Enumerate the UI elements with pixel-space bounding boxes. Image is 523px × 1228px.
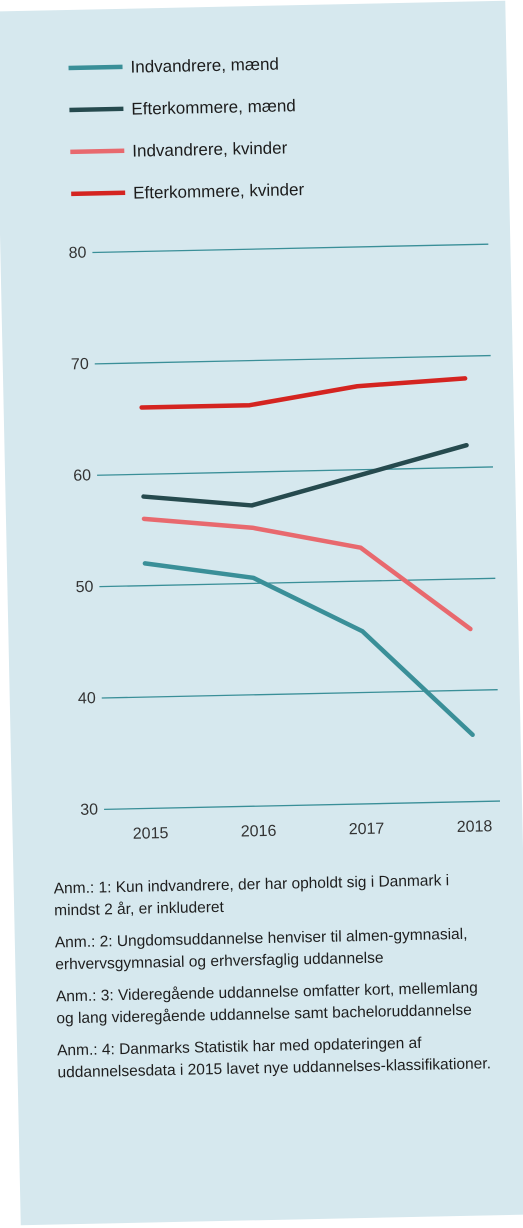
y-tick-label: 40 (78, 690, 96, 707)
y-axis-ticks: 30 40 50 60 70 80 (68, 245, 98, 819)
legend-swatch (71, 190, 126, 197)
y-tick-label: 60 (73, 467, 91, 484)
y-tick-label: 30 (80, 801, 98, 818)
legend-swatch (69, 106, 124, 113)
legend-swatch (70, 148, 125, 155)
x-tick-label: 2017 (349, 821, 385, 839)
note-4: Anm.: 4: Danmarks Statistik har med opda… (56, 1034, 492, 1082)
gridline-70 (94, 354, 491, 365)
line-chart: 30 40 50 60 70 80 2015 2016 2017 2018 Indvandrer… (68, 55, 501, 843)
note-3: Anm.: 3: Videregående uddannelse omfatte… (55, 979, 478, 1028)
y-tick-label: 70 (71, 356, 89, 373)
x-tick-label: 2015 (133, 825, 169, 843)
y-tick-label: 80 (68, 245, 86, 262)
gridlines (92, 243, 501, 811)
note-2: Anm.: 2: Ungdomsuddannelse henviser til … (54, 925, 468, 974)
series-lines (139, 376, 475, 738)
x-tick-label: 2018 (457, 818, 493, 836)
gridline-50 (99, 577, 496, 588)
legend: Indvandrere, mænd Efterkommere, mænd Indva… (68, 55, 305, 203)
notes: Anm.: 1: Kun indvandrere, der har ophold… (54, 869, 498, 1094)
series-line-2 (141, 442, 469, 508)
series-line-3 (141, 516, 473, 632)
series-line-1 (142, 561, 475, 738)
series-line-4 (139, 376, 468, 410)
legend-label: Efterkommere, mænd (131, 96, 296, 118)
y-tick-label: 50 (75, 579, 93, 596)
legend-label: Indvandrere, kvinder (132, 138, 288, 160)
x-tick-label: 2016 (241, 823, 277, 841)
gridline-30 (104, 800, 501, 811)
legend-label: Indvandrere, mænd (130, 55, 279, 77)
legend-swatch (68, 64, 123, 71)
x-axis-ticks: 2015 2016 2017 2018 (133, 818, 493, 843)
note-1: Anm.: 1: Kun indvandrere, der har ophold… (53, 872, 450, 920)
legend-label: Efterkommere, kvinder (133, 180, 305, 203)
gridline-40 (101, 689, 498, 699)
gridline-60 (97, 466, 494, 476)
gridline-80 (92, 243, 489, 254)
